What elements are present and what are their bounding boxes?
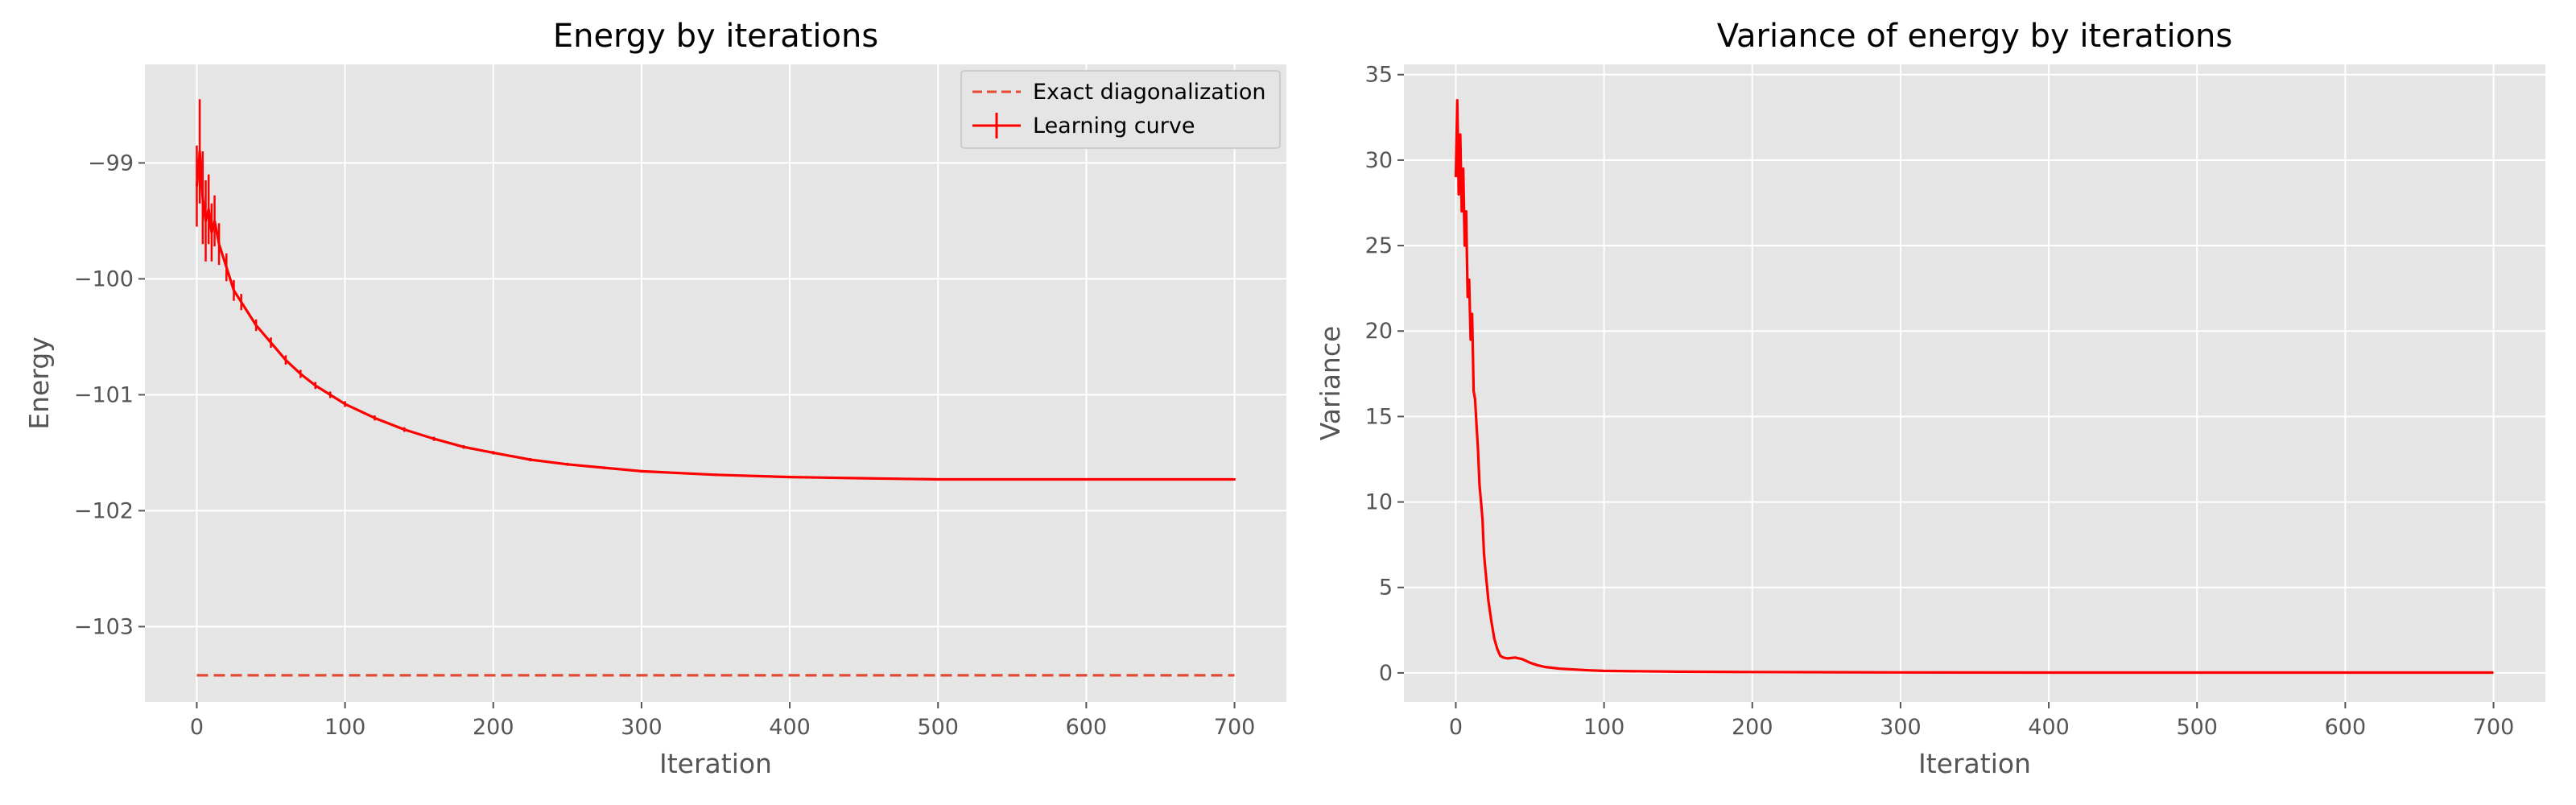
- variance-y-axis-label: Variance: [1315, 326, 1346, 441]
- energy-chart-panel: Energy by iterations 0 100 200 300 400 500 600…: [23, 18, 1286, 779]
- energy-plot-area: [145, 64, 1286, 702]
- variance-x-tick-label: 600: [2325, 715, 2367, 740]
- variance-y-tick-label: 20: [1365, 319, 1393, 344]
- variance-y-tick-label: 5: [1379, 576, 1393, 601]
- variance-x-tick-label: 700: [2473, 715, 2515, 740]
- energy-y-tick-label: −100: [74, 266, 134, 291]
- variance-y-tick-label: 25: [1365, 233, 1393, 258]
- variance-x-tick-label: 200: [1732, 715, 1773, 740]
- variance-y-tick-label: 35: [1365, 63, 1393, 88]
- variance-x-tick-label: 100: [1583, 715, 1625, 740]
- legend-label-learning-curve: Learning curve: [1033, 114, 1195, 138]
- energy-x-tick-label: 700: [1214, 715, 1256, 740]
- energy-y-tick-label: −101: [74, 382, 134, 407]
- variance-x-tick-label: 400: [2028, 715, 2070, 740]
- variance-x-tick-label: 300: [1880, 715, 1922, 740]
- variance-x-tick-label: 500: [2176, 715, 2218, 740]
- energy-x-tick-label: 0: [190, 715, 204, 740]
- variance-series: [1454, 98, 2494, 675]
- energy-grid: [145, 64, 1286, 702]
- energy-y-tick-label: −103: [74, 614, 134, 639]
- variance-y-tick-label: 15: [1365, 404, 1393, 429]
- variance-y-tick-label: 10: [1365, 490, 1393, 515]
- energy-y-tick-label: −99: [88, 151, 134, 175]
- variance-chart-panel: Variance of energy by iterations 0 100 200…: [1315, 18, 2545, 779]
- energy-x-tick-label: 600: [1066, 715, 1108, 740]
- variance-y-tick-label: 0: [1379, 661, 1393, 686]
- variance-y-ticks: 0 5 10 15 20 25 30 35: [1365, 63, 1404, 686]
- variance-plot-area: [1404, 64, 2545, 702]
- variance-x-tick-label: 0: [1449, 715, 1463, 740]
- variance-y-tick-label: 30: [1365, 148, 1393, 173]
- energy-x-tick-label: 300: [621, 715, 663, 740]
- energy-y-ticks: −103 −102 −101 −100 −99: [74, 151, 145, 639]
- energy-x-tick-label: 200: [473, 715, 514, 740]
- energy-x-ticks: 0 100 200 300 400 500 600 700: [190, 702, 1255, 740]
- energy-x-tick-label: 400: [769, 715, 811, 740]
- variance-x-axis-label: Iteration: [1918, 748, 2031, 779]
- energy-x-axis-label: Iteration: [659, 748, 772, 779]
- energy-y-axis-label: Energy: [23, 336, 55, 430]
- legend-label-exact-diagonalization: Exact diagonalization: [1033, 80, 1266, 105]
- variance-x-ticks: 0 100 200 300 400 500 600 700: [1449, 702, 2514, 740]
- energy-x-tick-label: 500: [917, 715, 959, 740]
- energy-x-tick-label: 100: [324, 715, 366, 740]
- energy-series: [195, 99, 1236, 677]
- variance-chart-title: Variance of energy by iterations: [1717, 18, 2232, 55]
- legend-frame: [960, 70, 1281, 149]
- variance-line-series-0: [1454, 98, 2494, 675]
- energy-legend: Exact diagonalization Learning curve: [960, 70, 1281, 149]
- energy-y-tick-label: −102: [74, 498, 134, 523]
- energy-chart-title: Energy by iterations: [553, 18, 878, 55]
